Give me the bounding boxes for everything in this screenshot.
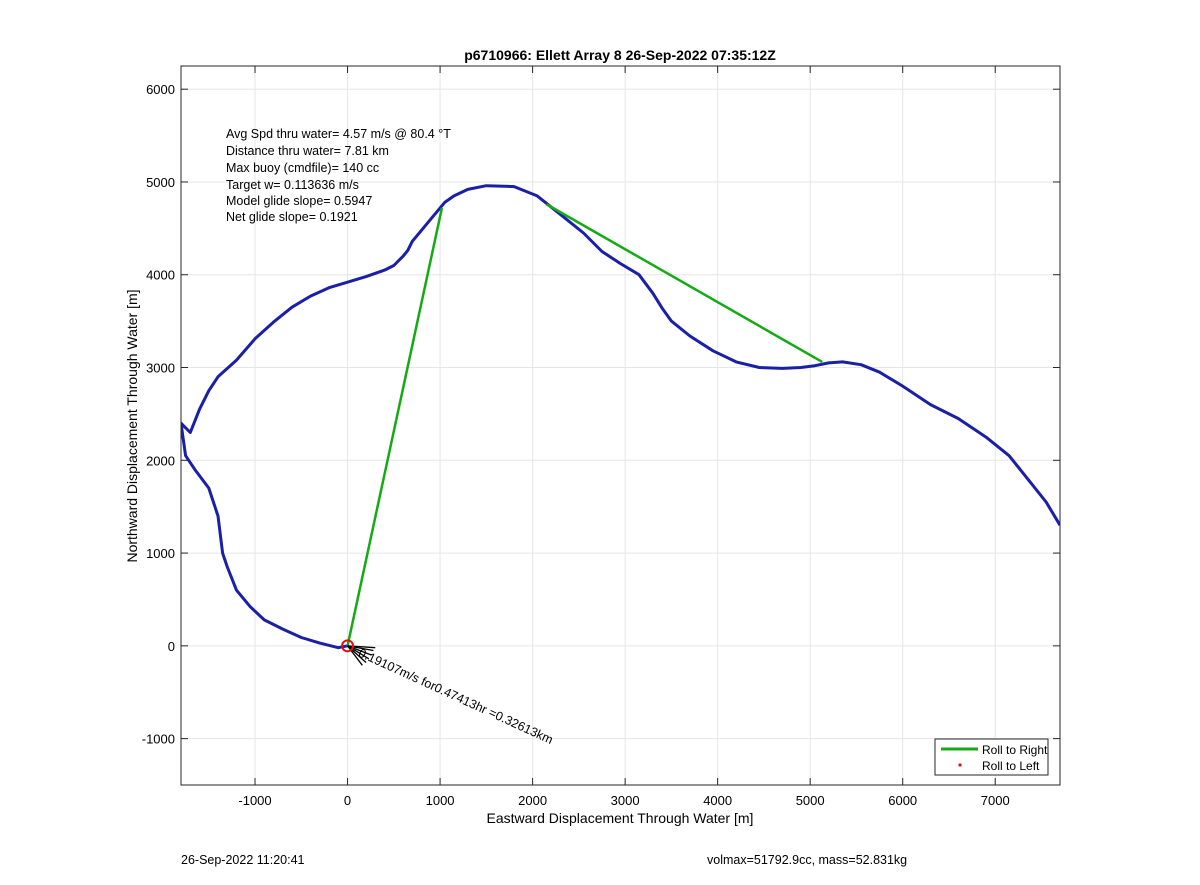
x-tick-label: -1000 <box>238 793 271 808</box>
roll-to-right-segments <box>346 203 823 647</box>
x-tick-label: 4000 <box>703 793 732 808</box>
footer-volmax-mass: volmax=51792.9cc, mass=52.831kg <box>707 853 908 867</box>
annotation-distance: Distance thru water= 7.81 km <box>226 144 389 158</box>
stats-annotations: Avg Spd thru water= 4.57 m/s @ 80.4 °T D… <box>226 127 451 224</box>
y-tick-label: 4000 <box>146 268 175 283</box>
y-tick-label: 5000 <box>146 175 175 190</box>
annotation-avg-speed: Avg Spd thru water= 4.57 m/s @ 80.4 °T <box>226 127 451 141</box>
start-marker <box>341 639 355 653</box>
roll-to-right-segment <box>545 203 823 364</box>
current-vectors <box>347 645 376 666</box>
y-axis-label: Northward Displacement Through Water [m] <box>124 289 140 562</box>
x-tick-label: 5000 <box>796 793 825 808</box>
glider-track-line <box>181 184 1060 650</box>
roll-to-right-segment <box>346 207 444 647</box>
x-tick-label: 7000 <box>981 793 1010 808</box>
y-tick-label: -1000 <box>142 732 175 747</box>
axes-background <box>181 66 1060 785</box>
plot-area <box>181 184 1060 666</box>
x-tick-label: 0 <box>344 793 351 808</box>
footer-timestamp: 26-Sep-2022 11:20:41 <box>181 853 305 867</box>
legend-label-roll-left: Roll to Left <box>982 759 1040 773</box>
current-vector <box>347 645 370 660</box>
y-tick-label: 1000 <box>146 546 175 561</box>
grid <box>181 66 1060 785</box>
current-vector <box>347 645 372 656</box>
annotation-target-w: Target w= 0.113636 m/s <box>226 178 359 192</box>
y-tick-label: 3000 <box>146 361 175 376</box>
axes-box <box>180 65 1061 786</box>
x-tick-label: 2000 <box>518 793 547 808</box>
legend: Roll to Right Roll to Left <box>934 738 1049 776</box>
legend-box <box>934 738 1049 776</box>
current-vector <box>347 645 363 666</box>
legend-label-roll-right: Roll to Right <box>982 743 1048 757</box>
x-axis-ticks: -1000 0 1000 2000 3000 4000 5000 6000 7000 <box>238 66 1010 808</box>
annotation-max-buoy: Max buoy (cmdfile)= 140 cc <box>226 161 379 175</box>
chart-title: p6710966: Ellett Array 8 26-Sep-2022 07:… <box>464 47 776 63</box>
annotation-model-glide-slope: Model glide slope= 0.5947 <box>226 194 372 208</box>
x-tick-label: 3000 <box>611 793 640 808</box>
annotation-net-glide-slope: Net glide slope= 0.1921 <box>226 210 358 224</box>
x-tick-label: 1000 <box>426 793 455 808</box>
x-tick-label: 6000 <box>888 793 917 808</box>
y-axis-ticks: -1000 0 1000 2000 3000 4000 5000 6000 <box>142 82 1060 747</box>
current-vector <box>347 645 367 664</box>
legend-swatch-roll-left <box>958 763 962 767</box>
y-tick-label: 2000 <box>146 453 175 468</box>
y-tick-label: 0 <box>168 639 175 654</box>
x-axis-label: Eastward Displacement Through Water [m] <box>487 810 754 826</box>
y-tick-label: 6000 <box>146 82 175 97</box>
